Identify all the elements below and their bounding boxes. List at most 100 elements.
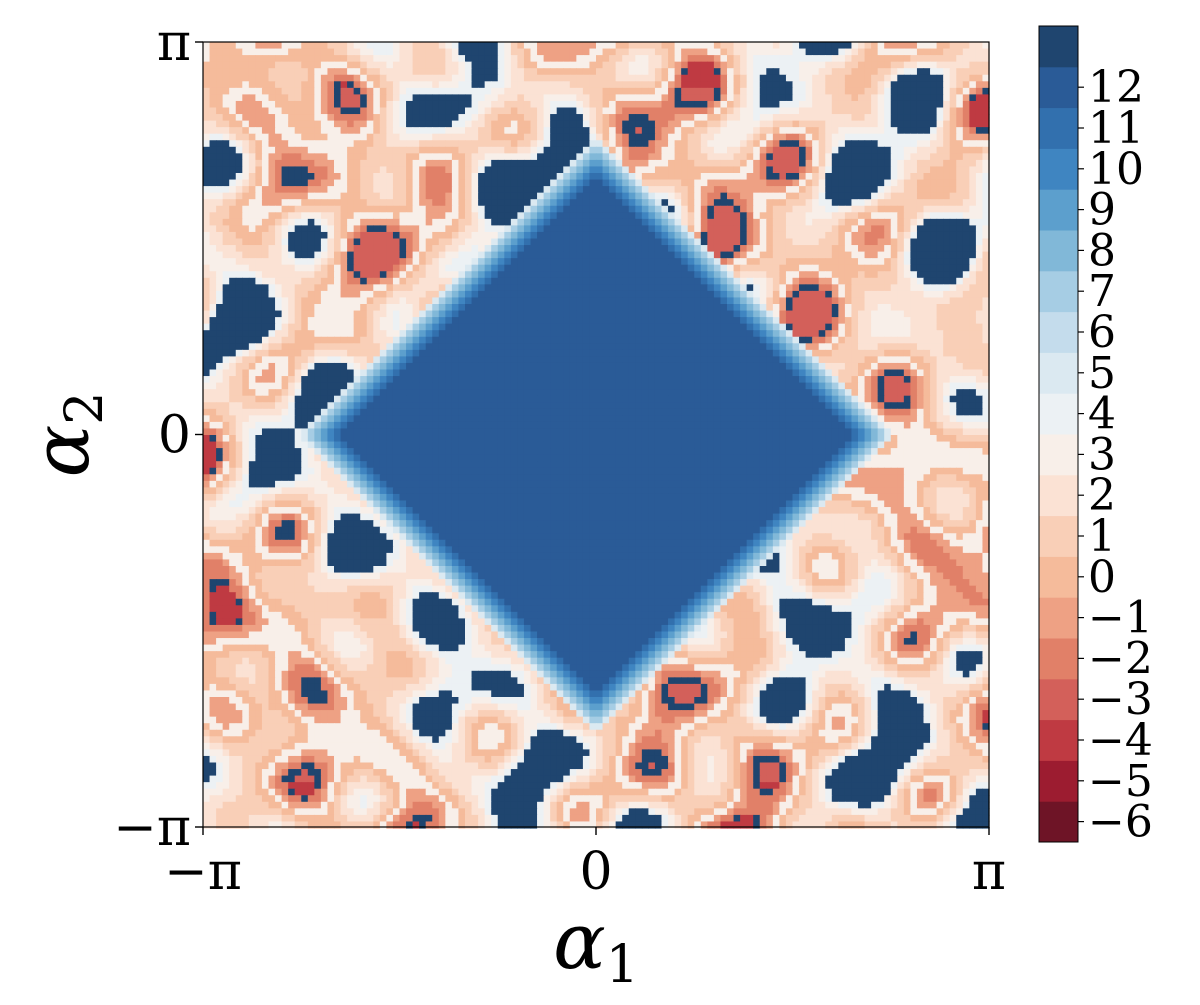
heatmap-cell <box>451 61 460 69</box>
heatmap-cell <box>648 304 656 312</box>
heatmap-cell <box>307 205 315 213</box>
heatmap-cell <box>897 304 905 312</box>
heatmap-cell <box>419 114 427 122</box>
heatmap-cell <box>458 61 466 69</box>
heatmap-cell <box>288 231 296 240</box>
heatmap-cell <box>406 231 414 240</box>
heatmap-cell <box>871 186 879 194</box>
heatmap-cell <box>916 277 925 285</box>
heatmap-cell <box>216 245 224 253</box>
heatmap-cell <box>648 199 656 207</box>
heatmap-cell <box>353 271 361 279</box>
heatmap-cell <box>392 127 401 135</box>
heatmap-cell <box>320 68 329 76</box>
heatmap-cell <box>615 264 623 272</box>
heatmap-cell <box>949 264 957 272</box>
heatmap-cell <box>949 271 957 279</box>
heatmap-cell <box>641 225 649 233</box>
heatmap-cell <box>320 107 329 115</box>
heatmap-cell <box>982 114 990 122</box>
heatmap-cell <box>713 284 722 292</box>
heatmap-cell <box>785 199 794 207</box>
heatmap-cell <box>582 192 591 200</box>
heatmap-cell <box>216 238 224 246</box>
heatmap-cell <box>425 192 433 200</box>
heatmap-cell <box>242 100 250 109</box>
heatmap-cell <box>392 238 401 246</box>
heatmap-cell <box>301 186 309 194</box>
heatmap-cell <box>746 55 754 63</box>
heatmap-cell <box>805 159 813 168</box>
heatmap-cell <box>556 166 564 174</box>
heatmap-cell <box>962 231 970 240</box>
heatmap-cell <box>327 48 335 56</box>
heatmap-cell <box>386 271 394 279</box>
heatmap-cell <box>694 133 702 141</box>
heatmap-cell <box>654 173 663 181</box>
heatmap-cell <box>661 120 669 128</box>
heatmap-cell <box>281 297 289 305</box>
heatmap-cell <box>504 61 512 69</box>
heatmap-cell <box>510 179 518 187</box>
heatmap-cell <box>746 290 754 299</box>
heatmap-cell <box>543 231 551 240</box>
heatmap-cell <box>510 277 518 285</box>
heatmap-cell <box>694 290 702 299</box>
heatmap-cell <box>890 290 898 299</box>
heatmap-cell <box>707 245 715 253</box>
heatmap-cell <box>563 120 571 128</box>
heatmap-cell <box>327 173 335 181</box>
heatmap-cell <box>661 173 669 181</box>
heatmap-cell <box>694 225 702 233</box>
heatmap-cell <box>288 120 296 128</box>
heatmap-cell <box>884 212 892 220</box>
heatmap-cell <box>759 231 767 240</box>
heatmap-cell <box>392 310 401 318</box>
heatmap-cell <box>320 61 329 69</box>
heatmap-cell <box>759 114 767 122</box>
heatmap-cell <box>399 225 407 233</box>
heatmap-cell <box>596 166 604 174</box>
heatmap-cell <box>871 192 879 200</box>
heatmap-cell <box>916 153 925 161</box>
heatmap-cell <box>596 258 604 266</box>
heatmap-cell <box>727 284 735 292</box>
heatmap-cell <box>916 81 925 89</box>
heatmap-cell <box>517 251 525 259</box>
heatmap-cell <box>491 133 499 141</box>
heatmap-cell <box>602 133 610 141</box>
heatmap-cell <box>622 238 630 246</box>
heatmap-cell <box>871 284 879 292</box>
heatmap-cell <box>491 271 499 279</box>
heatmap-cell <box>451 127 460 135</box>
heatmap-cell <box>386 277 394 285</box>
heatmap-cell <box>347 179 355 187</box>
heatmap-cell <box>654 218 663 226</box>
heatmap-cell <box>458 251 466 259</box>
heatmap-cell <box>340 245 348 253</box>
heatmap-cell <box>366 100 374 109</box>
heatmap-cell <box>844 127 853 135</box>
heatmap-cell <box>779 212 787 220</box>
heatmap-cell <box>569 297 577 305</box>
heatmap-cell <box>379 120 387 128</box>
heatmap-cell <box>491 140 499 148</box>
heatmap-cell <box>242 107 250 115</box>
heatmap-cell <box>510 107 518 115</box>
heatmap-cell <box>307 179 315 187</box>
heatmap-cell <box>812 199 820 207</box>
heatmap-cell <box>281 264 289 272</box>
heatmap-cell <box>399 238 407 246</box>
heatmap-cell <box>314 140 322 148</box>
heatmap-cell <box>543 290 551 299</box>
heatmap-cell <box>458 205 466 213</box>
heatmap-cell <box>681 166 689 174</box>
heatmap-cell <box>674 277 682 285</box>
heatmap-cell <box>314 212 322 220</box>
heatmap-cell <box>943 159 951 168</box>
heatmap-cell <box>969 297 977 305</box>
heatmap-cell <box>654 205 663 213</box>
heatmap-cell <box>818 277 826 285</box>
heatmap-cell <box>936 199 944 207</box>
heatmap-cell <box>491 55 499 63</box>
